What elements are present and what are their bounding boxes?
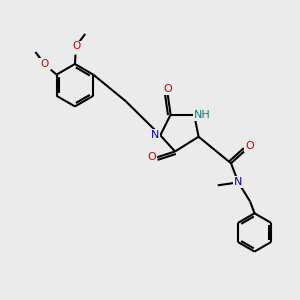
Text: O: O [163,84,172,94]
Text: O: O [40,59,48,69]
Text: O: O [245,142,254,152]
Text: N: N [234,177,242,188]
Text: NH: NH [194,110,211,120]
Text: N: N [151,130,159,140]
Text: O: O [72,41,80,51]
Text: O: O [147,152,156,162]
